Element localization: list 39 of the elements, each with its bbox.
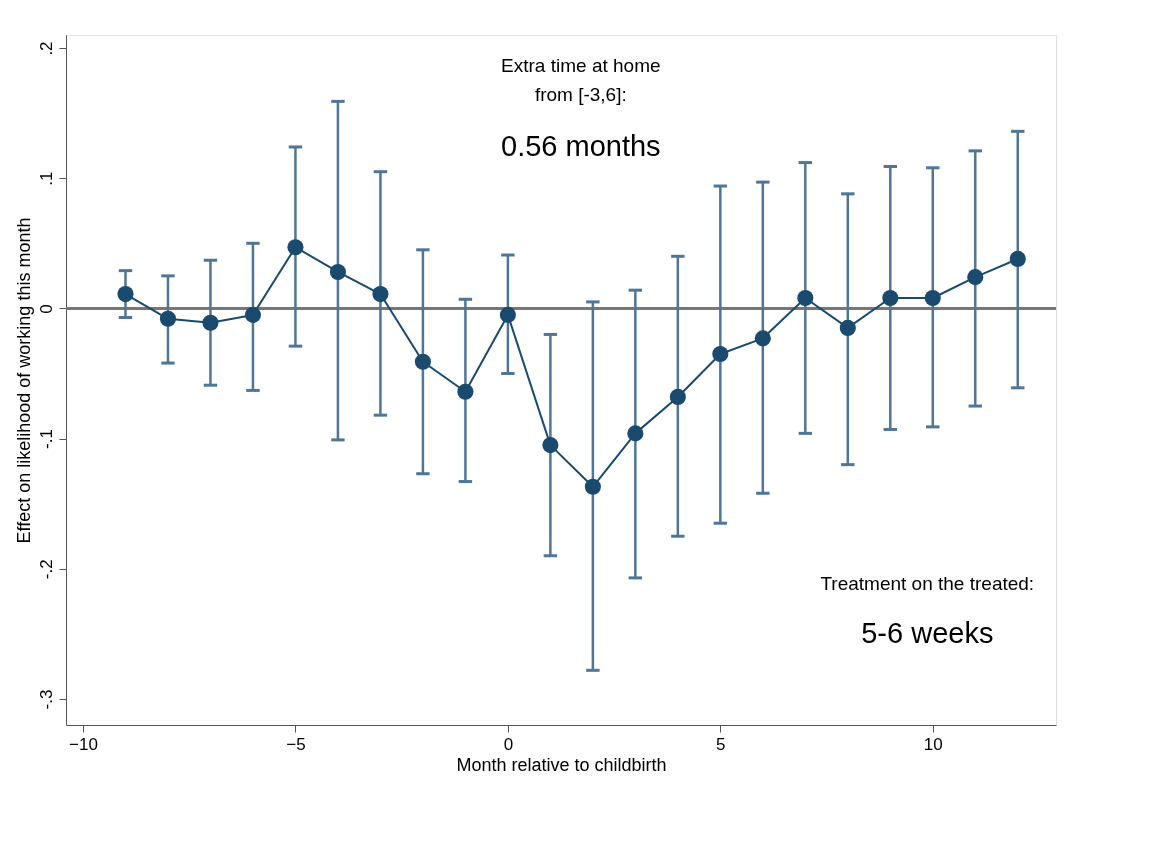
y-tick-label: -.3 <box>36 689 56 710</box>
y-tick-label: .2 <box>36 41 56 56</box>
x-tick-label: 0 <box>503 734 514 754</box>
point <box>202 314 219 331</box>
point <box>117 286 134 303</box>
point <box>1009 250 1026 267</box>
x-tick-label: 5 <box>716 734 726 754</box>
y-tick-label: 0 <box>36 304 56 314</box>
point <box>882 289 899 307</box>
point <box>499 306 516 323</box>
y-tick-label: -.1 <box>36 429 56 450</box>
point <box>414 353 431 370</box>
point <box>584 478 601 495</box>
y-tick-label: -.2 <box>36 559 56 580</box>
annotation: Extra time at home from [-3,6]: <box>501 55 661 105</box>
point <box>669 388 686 405</box>
point <box>754 330 771 347</box>
point <box>712 345 729 363</box>
point <box>329 263 346 280</box>
annotation: Treatment on the treated: <box>820 573 1035 594</box>
point <box>839 319 856 336</box>
point <box>797 289 814 307</box>
point <box>287 239 304 256</box>
point <box>542 437 559 454</box>
x-tick-label: 10 <box>923 734 943 754</box>
annotation: 0.56 months <box>501 130 661 162</box>
point <box>924 289 941 307</box>
y-axis-title: Effect on likelihood of working this month <box>13 217 34 544</box>
x-tick-label: −10 <box>69 734 98 754</box>
point <box>244 306 262 323</box>
point <box>457 383 474 400</box>
x-tick-label: −5 <box>286 734 306 754</box>
point <box>372 286 389 303</box>
annotation: 5-6 weeks <box>861 617 994 649</box>
y-tick-label: .1 <box>36 171 56 186</box>
point <box>967 269 984 286</box>
x-axis-title: Month relative to childbirth <box>456 754 667 775</box>
point <box>627 425 644 442</box>
point <box>159 310 177 327</box>
